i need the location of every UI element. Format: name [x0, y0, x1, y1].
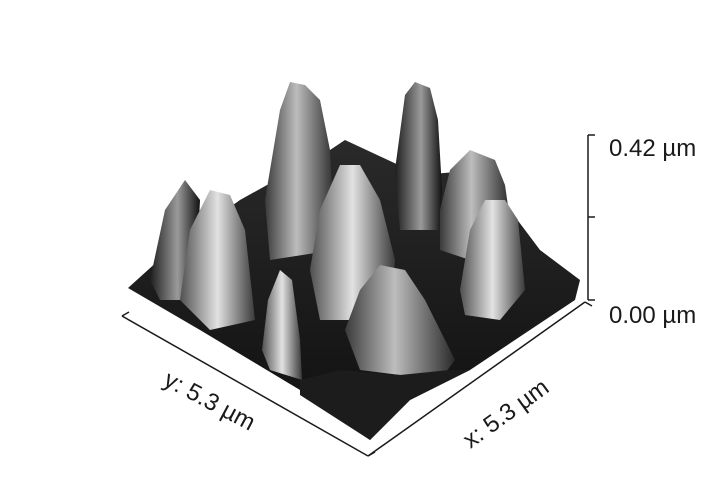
peak-back-right	[395, 82, 442, 230]
peak-front-center	[345, 265, 455, 380]
y-axis-tick-start	[121, 311, 130, 317]
y-axis-line	[121, 315, 369, 457]
x-axis-line	[367, 301, 586, 457]
peak-back-center	[265, 82, 335, 260]
z-max-label: 0.42 µm	[609, 135, 697, 162]
peak-front-spike	[262, 270, 302, 380]
x-axis-tick-end	[584, 301, 593, 307]
peak-left	[180, 190, 255, 330]
surface-front-valley	[300, 370, 470, 440]
peak-right-front	[460, 200, 525, 320]
z-min-label: 0.00 µm	[609, 302, 697, 329]
